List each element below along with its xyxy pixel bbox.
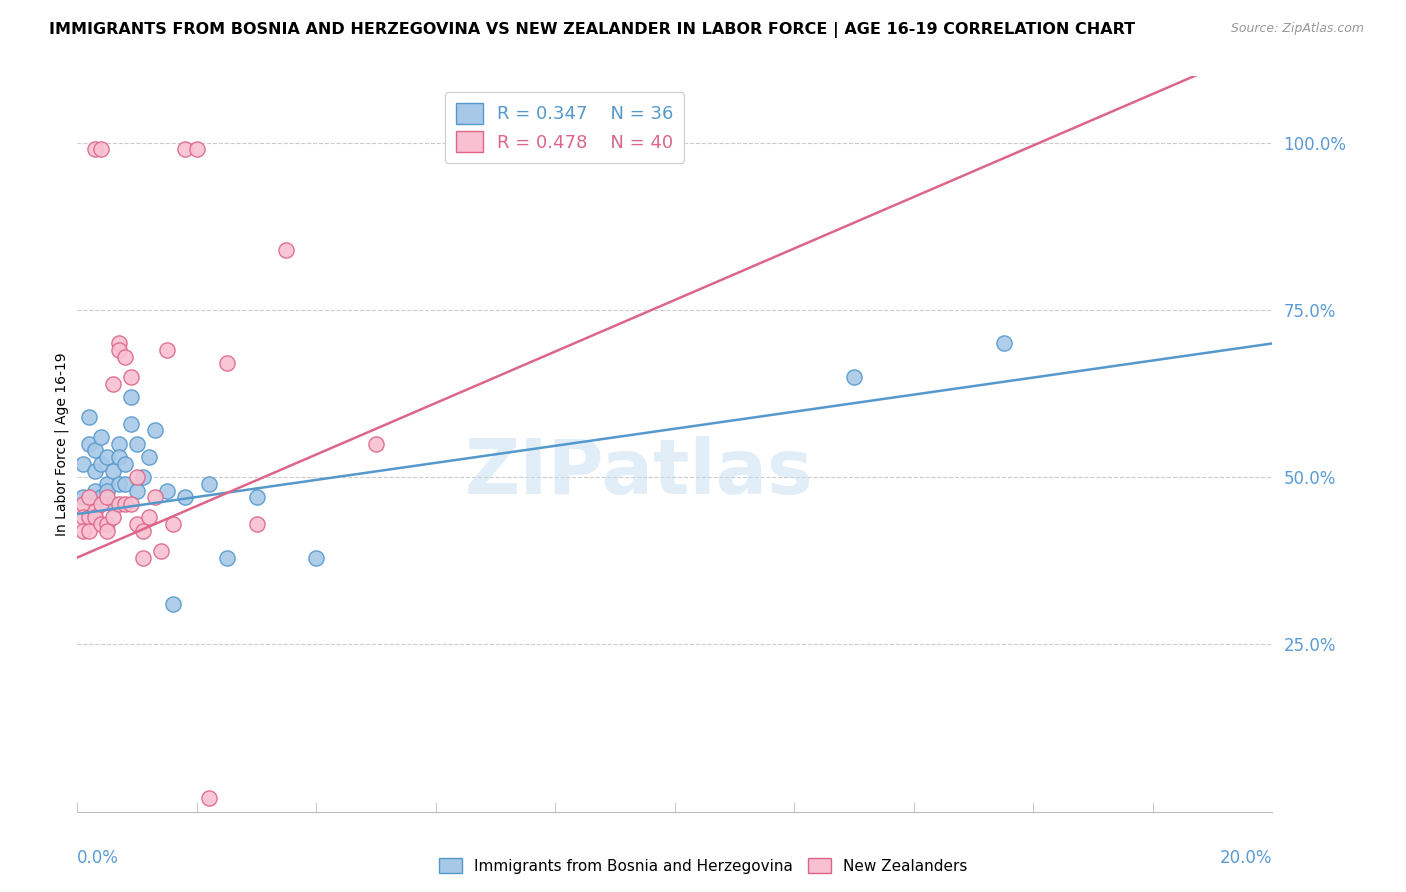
Point	[72, 510, 94, 524]
Point	[162, 598, 184, 612]
Point	[186, 142, 208, 157]
Point	[114, 350, 136, 364]
Point	[90, 490, 112, 504]
Point	[197, 476, 219, 491]
Point	[197, 791, 219, 805]
Y-axis label: In Labor Force | Age 16-19: In Labor Force | Age 16-19	[55, 352, 69, 535]
Point	[127, 483, 149, 498]
Point	[84, 142, 107, 157]
Point	[127, 516, 149, 531]
Point	[127, 470, 149, 484]
Point	[132, 550, 155, 565]
Point	[993, 336, 1015, 351]
Point	[150, 543, 173, 558]
Point	[103, 464, 124, 478]
Point	[366, 436, 388, 450]
Point	[84, 464, 107, 478]
Point	[84, 503, 107, 517]
Legend: R = 0.347    N = 36, R = 0.478    N = 40: R = 0.347 N = 36, R = 0.478 N = 40	[444, 92, 685, 163]
Point	[174, 142, 197, 157]
Point	[90, 430, 112, 444]
Point	[108, 343, 131, 357]
Point	[96, 483, 118, 498]
Point	[96, 450, 118, 464]
Point	[103, 376, 124, 391]
Point	[844, 369, 866, 384]
Point	[90, 142, 112, 157]
Point	[143, 490, 166, 504]
Text: Source: ZipAtlas.com: Source: ZipAtlas.com	[1230, 22, 1364, 36]
Point	[132, 524, 155, 538]
Text: 20.0%: 20.0%	[1220, 848, 1272, 866]
Point	[127, 436, 149, 450]
Point	[103, 497, 124, 511]
Point	[90, 516, 112, 531]
Point	[79, 410, 101, 425]
Text: IMMIGRANTS FROM BOSNIA AND HERZEGOVINA VS NEW ZEALANDER IN LABOR FORCE | AGE 16-: IMMIGRANTS FROM BOSNIA AND HERZEGOVINA V…	[49, 22, 1135, 38]
Point	[108, 497, 131, 511]
Point	[103, 510, 124, 524]
Point	[79, 436, 101, 450]
Point	[72, 524, 94, 538]
Point	[215, 356, 238, 371]
Point	[96, 490, 118, 504]
Point	[84, 483, 107, 498]
Point	[72, 490, 94, 504]
Point	[96, 524, 118, 538]
Point	[120, 369, 142, 384]
Point	[72, 497, 94, 511]
Legend: Immigrants from Bosnia and Herzegovina, New Zealanders: Immigrants from Bosnia and Herzegovina, …	[433, 852, 973, 880]
Point	[79, 524, 101, 538]
Point	[84, 443, 107, 458]
Point	[84, 510, 107, 524]
Point	[96, 516, 118, 531]
Point	[96, 476, 118, 491]
Point	[305, 550, 328, 565]
Point	[114, 497, 136, 511]
Point	[276, 243, 298, 257]
Point	[72, 457, 94, 471]
Point	[120, 417, 142, 431]
Point	[162, 516, 184, 531]
Point	[108, 450, 131, 464]
Point	[132, 470, 155, 484]
Point	[138, 450, 160, 464]
Text: 0.0%: 0.0%	[77, 848, 120, 866]
Point	[246, 516, 269, 531]
Point	[108, 436, 131, 450]
Point	[143, 424, 166, 438]
Point	[156, 483, 179, 498]
Point	[246, 490, 269, 504]
Point	[114, 457, 136, 471]
Point	[215, 550, 238, 565]
Point	[120, 390, 142, 404]
Point	[90, 457, 112, 471]
Point	[138, 510, 160, 524]
Point	[156, 343, 179, 357]
Text: ZIPatlas: ZIPatlas	[465, 436, 813, 510]
Point	[108, 476, 131, 491]
Point	[108, 336, 131, 351]
Point	[174, 490, 197, 504]
Point	[79, 510, 101, 524]
Point	[90, 497, 112, 511]
Point	[79, 490, 101, 504]
Point	[114, 476, 136, 491]
Point	[120, 497, 142, 511]
